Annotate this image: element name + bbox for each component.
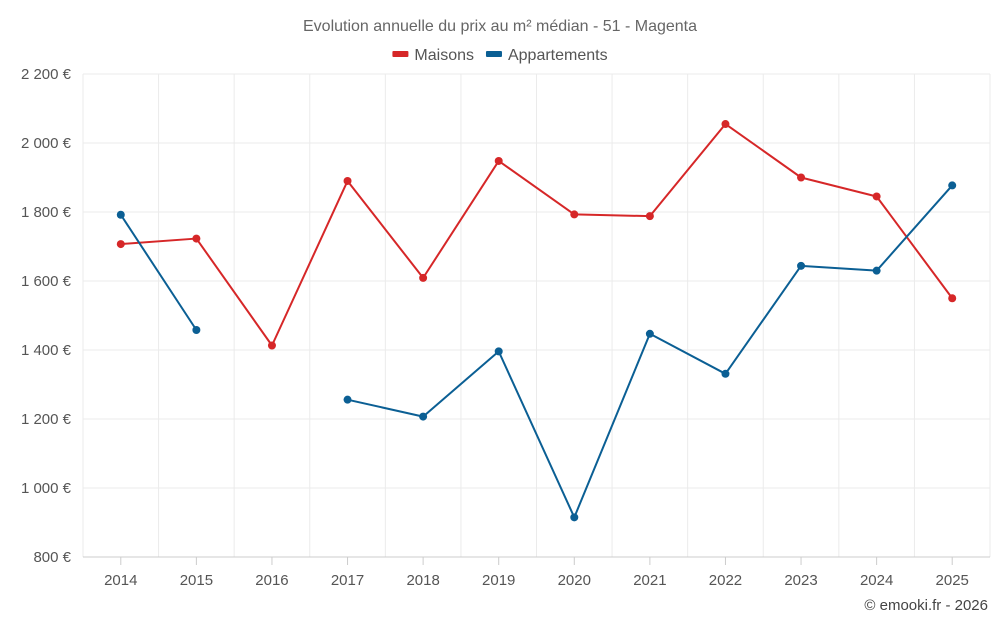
y-tick-label: 2 000 € [21, 135, 72, 152]
grid [82, 73, 991, 557]
y-tick-label: 2 200 € [21, 66, 72, 83]
x-tick-label: 2017 [331, 572, 364, 589]
data-point[interactable] [645, 329, 654, 338]
data-point[interactable] [343, 395, 352, 404]
legend[interactable]: Maisons Appartements [392, 47, 608, 64]
data-point[interactable] [116, 210, 125, 219]
data-point[interactable] [797, 261, 806, 270]
y-axis: 800 € 1 000 € 1 200 € 1 400 € 1 600 € 1 800 €… [21, 66, 72, 566]
legend-swatch [392, 51, 409, 57]
data-point[interactable] [721, 369, 730, 378]
data-point[interactable] [797, 173, 806, 182]
x-tick-label: 2025 [936, 572, 969, 589]
chart-title: Evolution annuelle du prix au m² médian … [303, 18, 697, 35]
credit-text: © emooki.fr - 2026 [864, 597, 988, 614]
data-point[interactable] [419, 412, 428, 421]
legend-swatch [485, 51, 502, 57]
x-tick-label: 2014 [104, 572, 137, 589]
data-point[interactable] [570, 210, 579, 219]
legend-item-maisons[interactable]: Maisons [392, 47, 474, 64]
data-point[interactable] [494, 156, 503, 165]
data-point[interactable] [948, 294, 957, 303]
data-point[interactable] [872, 266, 881, 275]
data-point[interactable] [116, 240, 125, 249]
x-tick-label: 2020 [558, 572, 591, 589]
data-point[interactable] [570, 513, 579, 522]
y-tick-label: 1 000 € [21, 480, 72, 497]
data-point[interactable] [645, 212, 654, 221]
x-tick-label: 2024 [860, 572, 893, 589]
data-point[interactable] [494, 347, 503, 356]
series-line [119, 123, 954, 347]
x-tick-label: 2019 [482, 572, 515, 589]
legend-label: Maisons [414, 47, 474, 64]
y-tick-label: 1 200 € [21, 411, 72, 428]
x-axis: 2014 2015 2016 2017 2018 2019 2020 2021 2022 2023… [83, 556, 990, 589]
x-tick-label: 2018 [406, 572, 439, 589]
y-tick-label: 800 € [33, 549, 71, 566]
data-point[interactable] [419, 273, 428, 282]
data-point[interactable] [872, 192, 881, 201]
series-layer [116, 120, 957, 522]
data-point[interactable] [948, 181, 957, 190]
series-appartements [116, 181, 957, 522]
data-point[interactable] [343, 176, 352, 185]
x-tick-label: 2022 [709, 572, 742, 589]
y-tick-label: 1 800 € [21, 204, 72, 221]
data-point[interactable] [192, 234, 201, 243]
y-tick-label: 1 600 € [21, 273, 72, 290]
data-point[interactable] [192, 325, 201, 334]
data-point[interactable] [721, 120, 730, 129]
x-tick-label: 2015 [180, 572, 213, 589]
x-tick-label: 2016 [255, 572, 288, 589]
legend-label: Appartements [508, 47, 608, 64]
series-maisons [116, 120, 957, 350]
data-point[interactable] [267, 341, 276, 350]
y-tick-label: 1 400 € [21, 342, 72, 359]
x-tick-label: 2021 [633, 572, 666, 589]
legend-item-appartements[interactable]: Appartements [485, 47, 608, 64]
x-tick-label: 2023 [784, 572, 817, 589]
